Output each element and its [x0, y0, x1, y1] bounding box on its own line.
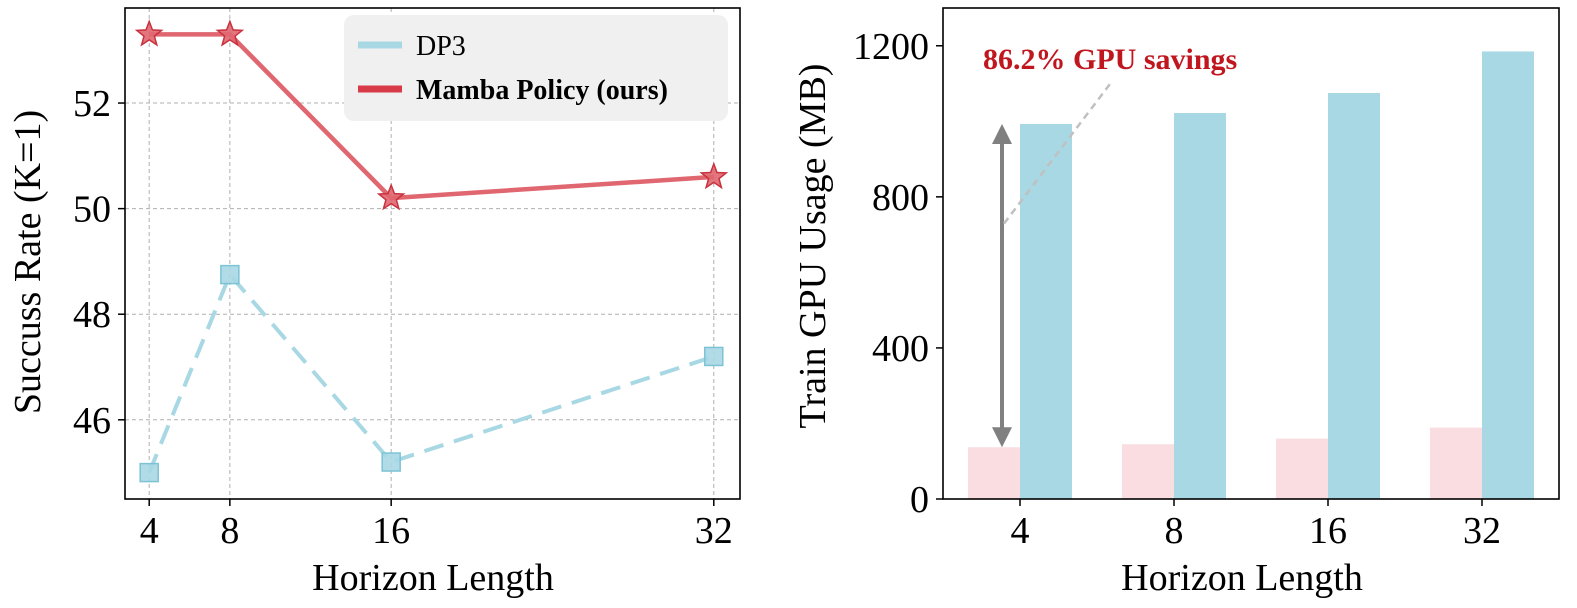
- x-tick-label: 4: [1011, 510, 1030, 552]
- x-tick-label: 16: [372, 510, 410, 552]
- dp3-bar: [1482, 51, 1534, 499]
- mamba-point: [699, 161, 729, 190]
- legend-box: [344, 15, 728, 121]
- gpu-savings-annotation: 86.2% GPU savings: [983, 43, 1237, 76]
- mamba-bar: [1430, 427, 1482, 499]
- bar-chart-panel: 4 8 16 32 0 400 800 1200 86.2% GPU savings Hori…: [792, 7, 1560, 599]
- y-tick-label: 1200: [853, 26, 929, 68]
- savings-arrow-head-down: [992, 427, 1012, 448]
- dp3-bar: [1174, 112, 1226, 499]
- dp3-point: [220, 264, 240, 285]
- x-tick-label: 8: [1165, 510, 1184, 552]
- bar-chart-ylabel: Train GPU Usage (MB): [792, 64, 834, 429]
- mamba-bar: [1122, 444, 1174, 499]
- y-tick-label: 0: [910, 479, 929, 521]
- bar-chart-xlabel: Horizon Length: [1121, 557, 1363, 599]
- mamba-point: [134, 19, 164, 47]
- bar-chart-bars: [968, 51, 1534, 499]
- x-tick-label: 16: [1309, 510, 1347, 552]
- dp3-bar: [1328, 92, 1380, 499]
- x-tick-label: 32: [1463, 510, 1501, 552]
- legend-label-mamba: Mamba Policy (ours): [416, 75, 668, 106]
- savings-arrow-head-up: [992, 123, 1012, 144]
- y-tick-label: 400: [872, 328, 929, 370]
- x-tick-label: 4: [140, 510, 159, 552]
- bar-chart-annotation: [992, 83, 1111, 448]
- y-tick-label: 50: [73, 189, 111, 231]
- line-chart-frame: [124, 7, 741, 500]
- series-line-dp3: [147, 272, 715, 474]
- annotation-leader-line: [1003, 83, 1111, 225]
- bar-chart-frame: [942, 7, 1560, 500]
- mamba-bar: [1276, 438, 1328, 499]
- dp3-bar: [1020, 123, 1072, 499]
- bar-chart-ticks: 4 8 16 32 0 400 800 1200: [853, 26, 1501, 552]
- x-tick-label: 8: [220, 510, 239, 552]
- y-tick-label: 46: [73, 400, 111, 442]
- line-chart-ylabel: Succuss Rate (K=1): [7, 110, 49, 414]
- y-tick-label: 800: [872, 177, 929, 219]
- mamba-point: [215, 19, 245, 47]
- x-tick-label: 32: [695, 510, 733, 552]
- mamba-point: [376, 182, 406, 211]
- legend: DP3 Mamba Policy (ours): [344, 15, 728, 121]
- dp3-point: [139, 462, 159, 483]
- dp3-point: [704, 346, 724, 367]
- legend-label-dp3: DP3: [416, 31, 466, 62]
- line-chart-series: [134, 19, 729, 483]
- series-line-mamba: [149, 32, 714, 201]
- line-chart-xlabel: Horizon Length: [312, 557, 554, 599]
- y-tick-label: 48: [73, 294, 111, 336]
- y-tick-label: 52: [73, 83, 111, 125]
- mamba-bar: [968, 447, 1020, 499]
- dp3-point: [381, 452, 401, 472]
